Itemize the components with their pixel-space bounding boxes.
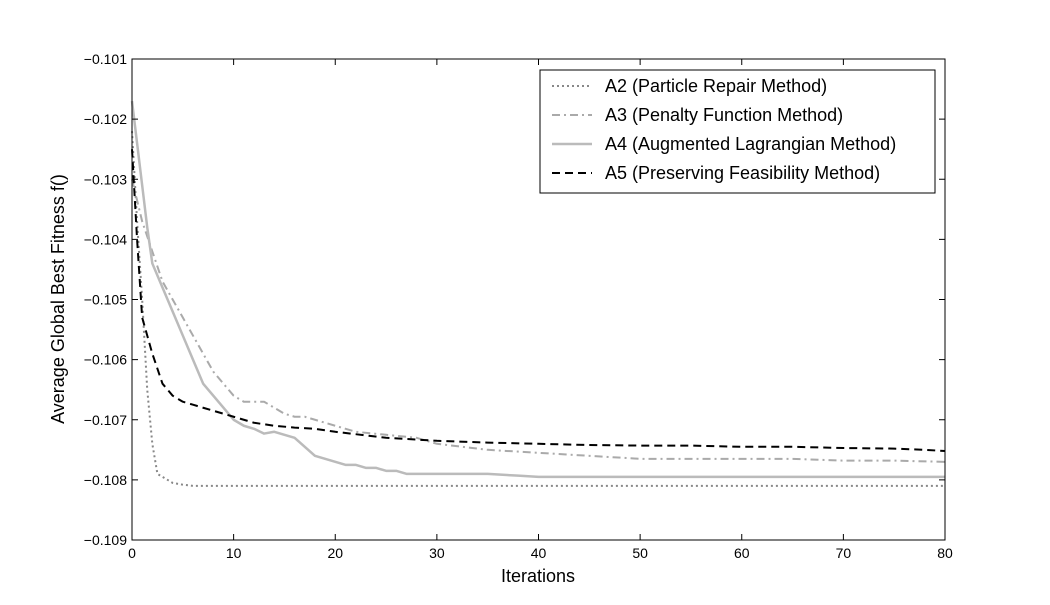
x-tick-label: 50 <box>632 545 648 561</box>
x-tick-label: 10 <box>226 545 242 561</box>
y-tick-label: −0.107 <box>84 412 127 428</box>
x-tick-label: 60 <box>734 545 750 561</box>
y-tick-label: −0.108 <box>84 472 127 488</box>
x-tick-label: 80 <box>937 545 953 561</box>
legend-label-3: A4 (Augmented Lagrangian Method) <box>605 134 896 154</box>
series-line-3 <box>130 100 945 479</box>
tick-layer: 0 10 20 30 40 50 60 70 80 −0.101 −0.102 −0.103 −0.10… <box>84 51 953 561</box>
x-tick-label: 30 <box>429 545 445 561</box>
legend-items: A2 (Particle Repair Method) A3 (Penalty F… <box>552 76 896 183</box>
series-layer <box>130 100 946 487</box>
series-line-2 <box>131 179 946 463</box>
legend-label-1: A2 (Particle Repair Method) <box>605 76 827 96</box>
x-axis-label: Iterations <box>501 566 575 586</box>
legend-label-2: A3 (Penalty Function Method) <box>605 105 843 125</box>
y-axis-label: Average Global Best Fitness f() <box>48 174 68 424</box>
series-line-4 <box>131 149 946 453</box>
y-tick-label: −0.106 <box>84 352 127 368</box>
legend-label-4: A5 (Preserving Feasibility Method) <box>605 163 880 183</box>
x-tick-label: 70 <box>836 545 852 561</box>
y-tick-label: −0.104 <box>84 231 127 247</box>
y-tick-label: −0.105 <box>84 292 127 308</box>
y-tick-label: −0.101 <box>84 51 127 67</box>
y-tick-label: −0.103 <box>84 171 127 187</box>
legend: A2 (Particle Repair Method) A3 (Penalty F… <box>539 69 936 194</box>
x-tick-label: 20 <box>327 545 343 561</box>
legend-box <box>539 69 936 194</box>
series-line-1 <box>131 131 945 487</box>
x-tick-label: 0 <box>128 545 136 561</box>
y-tick-label: −0.109 <box>84 532 127 548</box>
y-tick-label: −0.102 <box>84 111 127 127</box>
x-tick-label: 40 <box>531 545 547 561</box>
